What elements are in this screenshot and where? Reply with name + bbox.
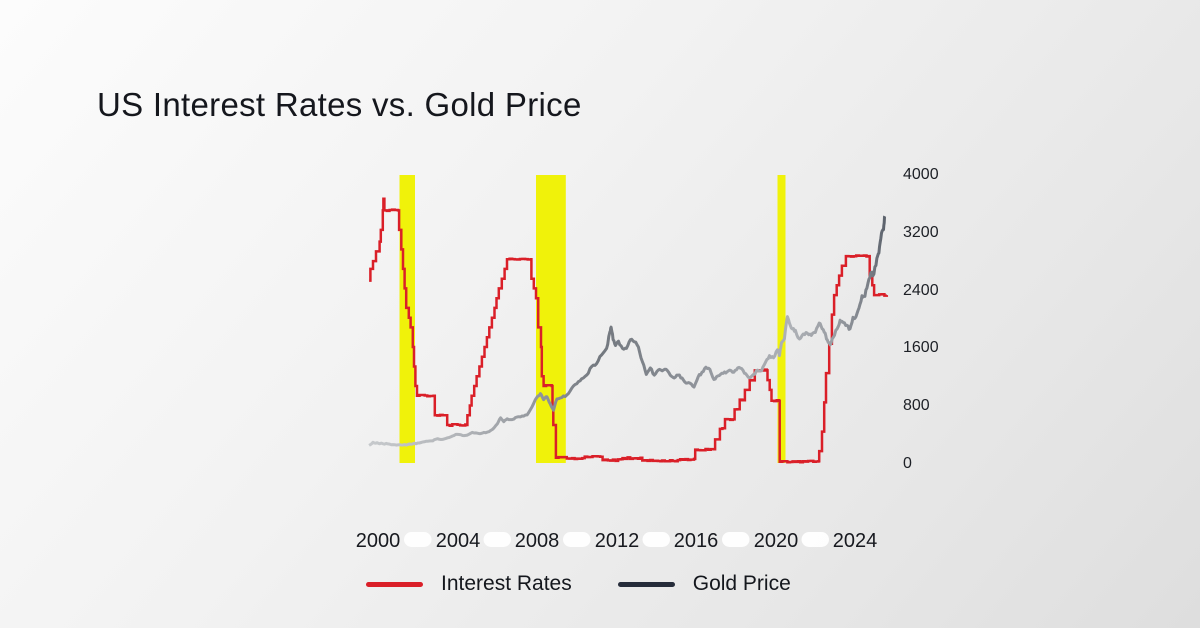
x-tick-gap-pill: [722, 532, 750, 547]
page-title: US Interest Rates vs. Gold Price: [97, 86, 582, 123]
x-tick-label: 2012: [594, 530, 640, 552]
x-tick-gap-pill: [404, 532, 432, 547]
chart-legend: Interest Rates Gold Price: [366, 570, 791, 598]
legend-item-interest-rates: Interest Rates: [366, 572, 572, 596]
x-tick-gap-pill: [563, 532, 591, 547]
y-tick-label: 1600: [903, 339, 939, 356]
x-tick-gap-pill: [801, 532, 829, 547]
x-tick-label: 2008: [514, 530, 560, 552]
x-tick-label: 2024: [832, 530, 878, 552]
y-tick-label: 2400: [903, 282, 939, 299]
x-tick-gap-pill: [642, 532, 670, 547]
y-tick-label: 0: [903, 455, 912, 472]
gold-price-swatch-icon: [617, 581, 675, 587]
x-tick-label: 2016: [673, 530, 719, 552]
y-tick-label: 800: [903, 397, 930, 414]
recession-band: [536, 175, 566, 463]
y-tick-label: 3200: [903, 224, 939, 241]
x-tick-gap-pill: [483, 532, 511, 547]
interest-rates-line: [369, 197, 889, 464]
legend-item-gold-price: Gold Price: [617, 572, 791, 596]
interest-rates-swatch-icon: [366, 581, 423, 587]
x-tick-label: 2000: [355, 530, 401, 552]
recession-band: [777, 175, 786, 463]
y-tick-label: 4000: [903, 166, 939, 183]
x-tick-label: 2004: [435, 530, 481, 552]
gold-price-line: [368, 215, 887, 447]
x-tick-label: 2020: [753, 530, 799, 552]
legend-label-gold-price: Gold Price: [692, 572, 791, 595]
recession-band: [399, 175, 415, 463]
legend-label-interest-rates: Interest Rates: [441, 572, 572, 595]
